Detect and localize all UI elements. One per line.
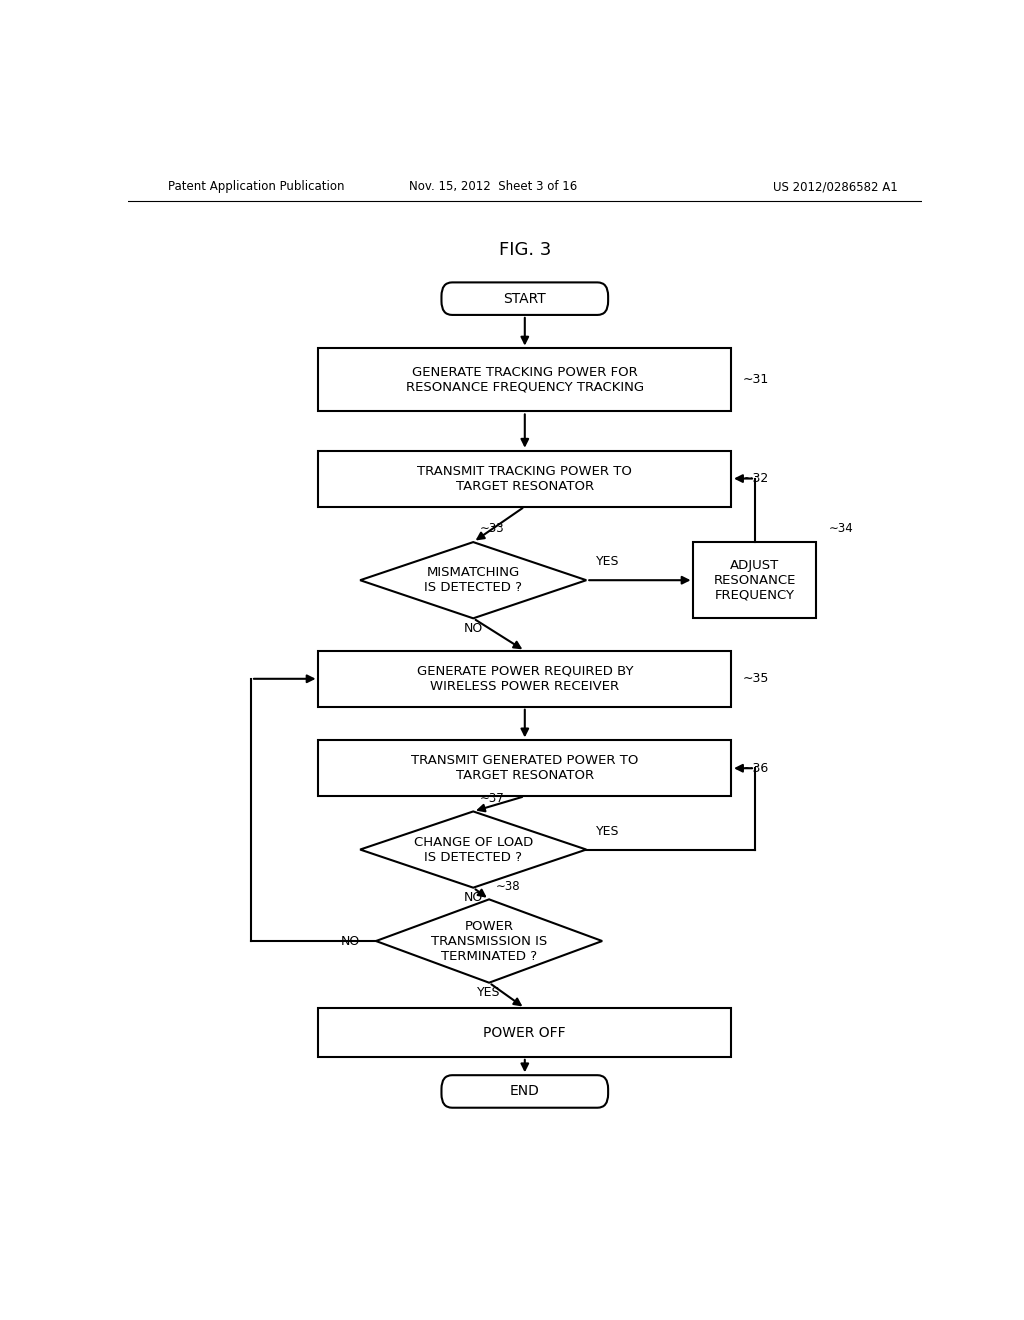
Polygon shape — [360, 543, 587, 618]
Text: Patent Application Publication: Patent Application Publication — [168, 181, 344, 193]
Text: POWER OFF: POWER OFF — [483, 1026, 566, 1040]
Bar — [318, 450, 731, 507]
Text: GENERATE TRACKING POWER FOR
RESONANCE FREQUENCY TRACKING: GENERATE TRACKING POWER FOR RESONANCE FR… — [406, 366, 644, 393]
Text: NO: NO — [464, 891, 483, 904]
Text: CHANGE OF LOAD
IS DETECTED ?: CHANGE OF LOAD IS DETECTED ? — [414, 836, 532, 863]
Text: ADJUST
RESONANCE
FREQUENCY: ADJUST RESONANCE FREQUENCY — [714, 558, 796, 602]
Text: ∼37: ∼37 — [479, 792, 504, 805]
Text: END: END — [510, 1085, 540, 1098]
Bar — [318, 1008, 731, 1057]
Text: US 2012/0286582 A1: US 2012/0286582 A1 — [773, 181, 898, 193]
Text: FIG. 3: FIG. 3 — [499, 240, 551, 259]
Text: ∼33: ∼33 — [479, 523, 504, 536]
Text: POWER
TRANSMISSION IS
TERMINATED ?: POWER TRANSMISSION IS TERMINATED ? — [431, 920, 547, 962]
Text: ∼35: ∼35 — [743, 672, 769, 685]
Text: ∼34: ∼34 — [828, 523, 853, 536]
Text: NO: NO — [464, 622, 483, 635]
FancyBboxPatch shape — [441, 1076, 608, 1107]
Bar — [318, 348, 731, 412]
Polygon shape — [360, 812, 587, 887]
Bar — [318, 651, 731, 706]
Text: YES: YES — [477, 986, 501, 999]
Text: GENERATE POWER REQUIRED BY
WIRELESS POWER RECEIVER: GENERATE POWER REQUIRED BY WIRELESS POWE… — [417, 665, 633, 693]
Text: TRANSMIT GENERATED POWER TO
TARGET RESONATOR: TRANSMIT GENERATED POWER TO TARGET RESON… — [411, 754, 639, 783]
Text: YES: YES — [596, 825, 620, 838]
Text: ∼31: ∼31 — [743, 374, 769, 387]
Text: ∼32: ∼32 — [743, 473, 769, 484]
Text: START: START — [504, 292, 546, 306]
Text: Nov. 15, 2012  Sheet 3 of 16: Nov. 15, 2012 Sheet 3 of 16 — [409, 181, 578, 193]
Polygon shape — [376, 899, 602, 982]
Text: NO: NO — [341, 935, 360, 948]
Text: ∼38: ∼38 — [496, 879, 520, 892]
Text: ∼36: ∼36 — [743, 762, 769, 775]
FancyBboxPatch shape — [441, 282, 608, 315]
Bar — [318, 741, 731, 796]
Text: TRANSMIT TRACKING POWER TO
TARGET RESONATOR: TRANSMIT TRACKING POWER TO TARGET RESONA… — [418, 465, 632, 492]
Text: YES: YES — [596, 556, 620, 569]
Bar — [693, 543, 816, 618]
Text: MISMATCHING
IS DETECTED ?: MISMATCHING IS DETECTED ? — [424, 566, 522, 594]
